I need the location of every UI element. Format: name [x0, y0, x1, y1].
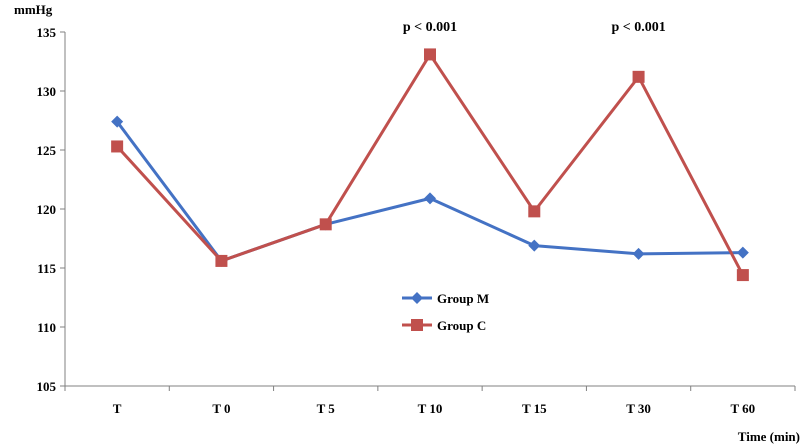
p-value-annotation: p < 0.001 [403, 20, 457, 35]
x-tick-label: T 15 [522, 401, 547, 416]
data-point [632, 247, 645, 260]
series-group-c [111, 48, 749, 282]
annotation-layer: p < 0.001 p < 0.001 [403, 20, 666, 35]
data-point [215, 254, 228, 267]
y-axis-ticks: 105 110 115 120 125 130 135 [37, 25, 65, 394]
data-point [736, 269, 749, 282]
y-tick-label: 105 [37, 379, 57, 394]
legend-marker [411, 319, 423, 331]
y-tick-label: 115 [37, 261, 56, 276]
y-tick-label: 120 [37, 202, 57, 217]
y-tick-label: 125 [37, 143, 57, 158]
x-axis-ticks: T T 0 T 5 T 10 T 15 T 30 T 60 [64, 386, 796, 416]
x-axis-label: Time (min) [738, 429, 800, 444]
y-axis-unit: mmHg [14, 2, 53, 17]
data-point [424, 48, 436, 61]
x-tick-label: T 0 [212, 401, 230, 416]
data-point [319, 218, 332, 231]
legend-label: Group M [437, 291, 489, 306]
series-layer [111, 48, 749, 282]
data-point [528, 239, 541, 252]
legend-label: Group C [437, 318, 486, 333]
legend-marker [411, 292, 423, 304]
data-point [111, 115, 124, 128]
series-line [116, 52, 745, 276]
y-tick-label: 130 [37, 84, 57, 99]
y-tick-label: 110 [37, 320, 56, 335]
legend-item: Group M [402, 291, 489, 306]
data-point [736, 246, 749, 259]
data-point [424, 192, 436, 205]
x-tick-label: T [113, 401, 122, 416]
legend-item: Group C [402, 318, 486, 333]
legend: Group M Group C [402, 291, 489, 333]
series-line [115, 120, 743, 263]
data-point [111, 140, 124, 153]
x-tick-label: T 30 [626, 401, 651, 416]
data-point [632, 70, 645, 83]
y-tick-label: 135 [37, 25, 57, 40]
p-value-annotation: p < 0.001 [611, 20, 665, 35]
x-tick-label: T 10 [418, 401, 443, 416]
x-tick-label: T 60 [731, 401, 756, 416]
data-point [528, 205, 541, 218]
x-tick-label: T 5 [317, 401, 336, 416]
